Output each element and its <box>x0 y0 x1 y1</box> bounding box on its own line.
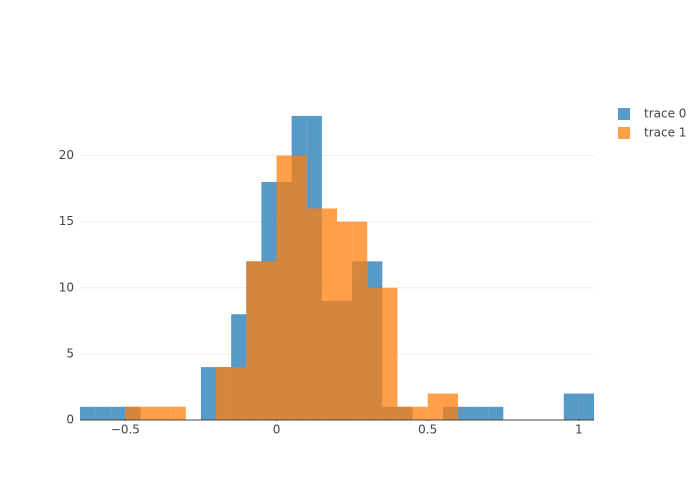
legend-swatch <box>618 127 630 139</box>
histogram-bar <box>321 208 337 420</box>
histogram-bar <box>427 393 443 420</box>
histogram-bar <box>306 208 322 420</box>
y-tick-label: 10 <box>59 280 74 294</box>
histogram-bar <box>155 406 171 420</box>
y-tick-label: 5 <box>66 346 74 360</box>
histogram-bar <box>246 261 262 420</box>
legend-label: trace 1 <box>644 126 686 140</box>
histogram-bar <box>412 406 428 420</box>
x-tick-label: 0.5 <box>418 423 437 437</box>
histogram-bar <box>110 406 126 420</box>
y-tick-label: 20 <box>59 148 74 162</box>
histogram-bar <box>261 261 277 420</box>
histogram-bar <box>170 406 186 420</box>
histogram-bar <box>578 393 594 420</box>
histogram-bar <box>397 406 413 420</box>
histogram-bar <box>80 406 96 420</box>
histogram-bar <box>473 406 489 420</box>
histogram-bar <box>367 287 383 420</box>
histogram-bar <box>442 393 458 420</box>
x-tick-label: −0.5 <box>111 423 140 437</box>
legend-label: trace 0 <box>644 107 686 121</box>
histogram-bar <box>216 367 232 420</box>
histogram-bar <box>276 155 292 421</box>
x-tick-label: 1 <box>575 423 583 437</box>
histogram-bar <box>291 155 307 421</box>
histogram-bar <box>231 367 247 420</box>
histogram-bar <box>95 406 111 420</box>
histogram-bar <box>125 406 141 420</box>
x-tick-label: 0 <box>273 423 281 437</box>
histogram-bar <box>337 221 353 420</box>
y-tick-label: 0 <box>66 413 74 427</box>
histogram-bar <box>563 393 579 420</box>
histogram-bar <box>352 221 368 420</box>
histogram-bar <box>382 287 398 420</box>
histogram-bar <box>488 406 504 420</box>
histogram-bar <box>140 406 156 420</box>
legend-swatch <box>618 108 630 120</box>
y-tick-label: 15 <box>59 214 74 228</box>
histogram-bar <box>200 367 217 420</box>
histogram-bar <box>457 406 474 420</box>
